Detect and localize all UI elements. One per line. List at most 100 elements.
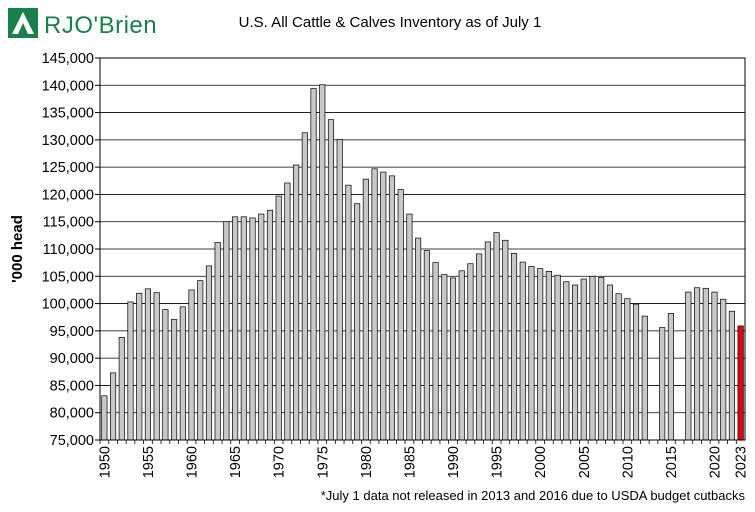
y-tick-label: 95,000 bbox=[50, 324, 94, 340]
bar-1981 bbox=[371, 168, 378, 441]
x-tick-label: 2023 bbox=[734, 446, 750, 478]
bar-1978 bbox=[345, 184, 352, 441]
bar-1996 bbox=[502, 239, 509, 441]
x-tick-label: 1995 bbox=[490, 446, 506, 478]
bar-1997 bbox=[510, 253, 518, 441]
bar-1965 bbox=[232, 216, 239, 441]
footnote: *July 1 data not released in 2013 and 20… bbox=[320, 488, 745, 503]
bar-1991 bbox=[458, 270, 465, 441]
bar-1974 bbox=[310, 88, 317, 441]
bar-1973 bbox=[301, 132, 308, 441]
bar-1976 bbox=[327, 119, 335, 441]
bar-1972 bbox=[293, 164, 300, 441]
bar-1962 bbox=[205, 265, 213, 441]
bar-1989 bbox=[441, 274, 448, 441]
plot-border bbox=[99, 57, 746, 441]
bar-1985 bbox=[406, 213, 413, 441]
y-tick-label: 90,000 bbox=[50, 351, 94, 367]
bar-1980 bbox=[362, 178, 369, 441]
x-tick-label: 1960 bbox=[185, 446, 201, 478]
bar-1993 bbox=[476, 253, 483, 441]
bar-2003 bbox=[563, 281, 570, 441]
bar-1963 bbox=[214, 242, 221, 441]
bar-1956 bbox=[153, 292, 160, 441]
bar-1960 bbox=[188, 289, 195, 441]
bar-1970 bbox=[275, 195, 282, 441]
x-tick-label: 2015 bbox=[664, 446, 680, 478]
chart-title: U.S. All Cattle & Calves Inventory as of… bbox=[238, 14, 542, 31]
bar-1995 bbox=[493, 232, 500, 441]
bar-1998 bbox=[519, 261, 526, 441]
x-tick-label: 1970 bbox=[272, 446, 288, 478]
bar-2017 bbox=[685, 291, 692, 441]
y-tick-label: 85,000 bbox=[50, 378, 94, 394]
bar-2009 bbox=[615, 293, 622, 441]
bar-2023 bbox=[737, 325, 744, 441]
x-tick-label: 1965 bbox=[228, 446, 244, 478]
bar-1977 bbox=[336, 138, 343, 441]
bar-1969 bbox=[266, 209, 274, 441]
y-tick-label: 135,000 bbox=[42, 106, 94, 122]
bar-1961 bbox=[197, 280, 204, 441]
bar-1955 bbox=[144, 288, 151, 441]
bar-2015 bbox=[667, 313, 674, 441]
x-tick-label: 1975 bbox=[315, 446, 331, 478]
rjo-brien-logo-icon bbox=[8, 8, 38, 38]
bar-1952 bbox=[118, 337, 125, 441]
bar-2012 bbox=[641, 315, 648, 441]
bar-1953 bbox=[127, 301, 134, 441]
y-tick-label: 140,000 bbox=[42, 78, 94, 94]
bar-1959 bbox=[179, 306, 186, 441]
y-tick-label: 145,000 bbox=[42, 51, 94, 67]
bar-1975 bbox=[319, 84, 326, 441]
bar-1982 bbox=[380, 171, 387, 441]
bar-1950 bbox=[101, 395, 108, 441]
y-axis-label: '000 head bbox=[9, 215, 26, 283]
bar-1987 bbox=[423, 250, 430, 441]
bar-2005 bbox=[580, 278, 587, 441]
x-tick-label: 1990 bbox=[446, 446, 462, 478]
bar-1958 bbox=[171, 319, 178, 441]
bar-1999 bbox=[528, 266, 535, 441]
bar-2020 bbox=[711, 291, 718, 441]
bar-1992 bbox=[467, 263, 474, 441]
bar-1968 bbox=[258, 213, 265, 441]
bar-1971 bbox=[284, 182, 291, 441]
y-tick-label: 75,000 bbox=[50, 433, 94, 449]
bar-2010 bbox=[624, 298, 631, 441]
bar-2014 bbox=[659, 327, 666, 441]
bar-2007 bbox=[598, 277, 605, 441]
x-tick-label: 2010 bbox=[620, 446, 636, 478]
bar-1954 bbox=[136, 292, 143, 441]
x-tick-label: 2005 bbox=[577, 446, 593, 478]
y-tick-label: 110,000 bbox=[43, 242, 94, 258]
x-tick-label: 2020 bbox=[707, 446, 723, 478]
x-tick-label: 1950 bbox=[97, 446, 113, 478]
x-tick-label: 1985 bbox=[402, 446, 418, 478]
x-tick-label: 2000 bbox=[533, 446, 549, 478]
bar-2000 bbox=[537, 268, 544, 441]
bar-2002 bbox=[554, 274, 561, 441]
bar-1994 bbox=[484, 241, 491, 441]
bar-2008 bbox=[606, 284, 613, 441]
x-tick-label: 1980 bbox=[359, 446, 375, 478]
y-tick-label: 115,000 bbox=[43, 215, 94, 231]
x-tick-label: 1955 bbox=[141, 446, 157, 478]
y-tick-label: 120,000 bbox=[42, 187, 94, 203]
bar-2006 bbox=[589, 275, 596, 441]
bar-1988 bbox=[432, 262, 439, 441]
y-tick-label: 125,000 bbox=[42, 160, 94, 176]
bar-2018 bbox=[694, 287, 701, 441]
bar-1964 bbox=[223, 221, 230, 441]
bar-1979 bbox=[354, 203, 361, 441]
bar-1967 bbox=[249, 217, 256, 441]
bar-1951 bbox=[110, 372, 117, 441]
bar-2021 bbox=[720, 298, 727, 441]
bar-1957 bbox=[162, 309, 169, 441]
logo-text: RJO'Brien bbox=[44, 12, 158, 39]
bar-2019 bbox=[702, 287, 709, 441]
bar-1983 bbox=[388, 175, 396, 441]
y-tick-label: 100,000 bbox=[42, 297, 94, 313]
bar-2022 bbox=[728, 310, 735, 441]
